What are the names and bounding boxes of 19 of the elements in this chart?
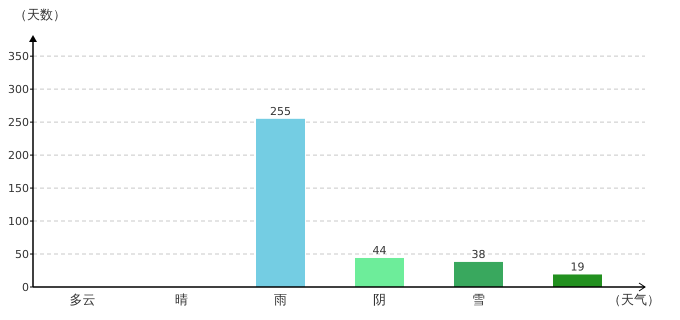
ylabel: （天数） — [14, 8, 66, 23]
ytick: 150 — [8, 182, 29, 196]
xtick: 多云 — [70, 293, 96, 308]
ytick: 200 — [8, 149, 29, 162]
xlabel: （天气） — [608, 293, 660, 308]
ytick: 300 — [8, 83, 29, 96]
ytick: 250 — [8, 116, 29, 130]
xtick: 晴 — [175, 293, 188, 308]
data-label: 38 — [472, 248, 486, 261]
xtick: 雨 — [274, 293, 287, 308]
ytick: 0 — [22, 281, 29, 294]
ytick: 50 — [15, 248, 29, 262]
data-label: 44 — [372, 244, 386, 257]
xtick: 阴 — [373, 293, 386, 308]
xtick: 雪 — [472, 293, 485, 308]
ytick: 350 — [8, 50, 29, 64]
data-label: 255 — [270, 104, 291, 118]
ytick: 100 — [8, 215, 29, 228]
data-label: 19 — [570, 260, 584, 274]
